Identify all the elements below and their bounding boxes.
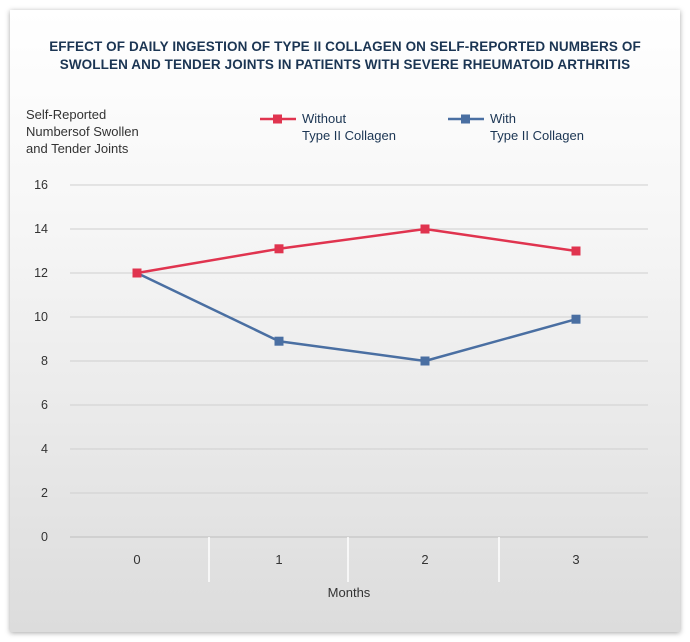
legend-label-with-line-1: With xyxy=(490,111,516,126)
series-0-point-0 xyxy=(132,268,142,278)
chart-title: EFFECT OF DAILY INGESTION OF TYPE II COL… xyxy=(0,38,690,74)
legend-label-with-line-2: Type II Collagen xyxy=(490,128,584,143)
chart-title-line-1: EFFECT OF DAILY INGESTION OF TYPE II COL… xyxy=(49,39,641,54)
y-tick-label: 10 xyxy=(34,310,48,324)
legend-swatch-without xyxy=(260,114,296,124)
legend-item-with[interactable]: With Type II Collagen xyxy=(446,110,584,144)
x-tick-label: 2 xyxy=(421,552,428,567)
y-tick-label: 0 xyxy=(41,530,48,544)
y-axis-label: Self-Reported Numbersof Swollen and Tend… xyxy=(26,106,139,157)
y-tick-label: 16 xyxy=(34,178,48,192)
chart-title-line-2: SWOLLEN AND TENDER JOINTS IN PATIENTS WI… xyxy=(59,57,631,72)
x-axis-label: Months xyxy=(327,585,371,600)
legend-item-without[interactable]: Without Type II Collagen xyxy=(258,110,396,144)
y-axis-label-line-1: Self-Reported xyxy=(26,107,107,122)
series-line-1 xyxy=(136,271,577,363)
series-1-point-3 xyxy=(571,314,581,324)
x-tick-label: 0 xyxy=(133,552,140,567)
y-axis-label-line-2: Numbersof Swollen xyxy=(26,124,139,139)
y-tick-label: 8 xyxy=(41,354,48,368)
legend-label-without-line-1: Without xyxy=(302,111,347,126)
series-0-point-3 xyxy=(571,246,581,256)
y-tick-label: 2 xyxy=(41,486,48,500)
y-tick-label: 4 xyxy=(41,442,48,456)
series-line-0 xyxy=(136,227,577,275)
series-1-point-1 xyxy=(274,336,284,346)
y-tick-label: 12 xyxy=(34,266,48,280)
series-0-point-1 xyxy=(274,244,284,254)
y-tick-label: 14 xyxy=(34,222,48,236)
series-1-point-2 xyxy=(420,356,430,366)
series-0-point-2 xyxy=(420,224,430,234)
y-axis-label-line-3: and Tender Joints xyxy=(26,141,129,156)
legend-label-without-line-2: Type II Collagen xyxy=(302,128,396,143)
x-tick-label: 1 xyxy=(275,552,282,567)
x-tick-label: 3 xyxy=(572,552,579,567)
y-tick-label: 6 xyxy=(41,398,48,412)
legend-swatch-with xyxy=(448,114,484,124)
